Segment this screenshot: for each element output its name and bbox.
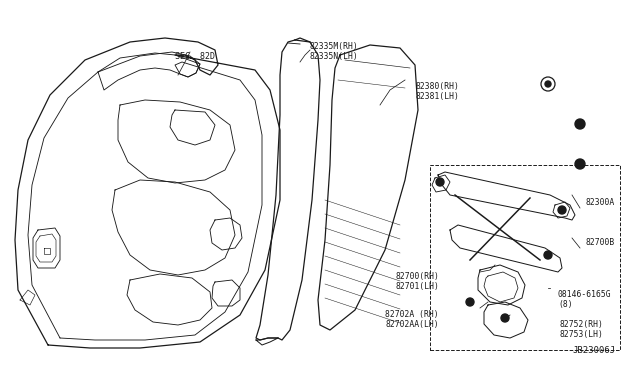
Bar [430,165,620,350]
Text: 82702A (RH)
82702AA(LH): 82702A (RH) 82702AA(LH) [385,310,438,329]
Circle shape [545,81,551,87]
Circle shape [466,298,474,306]
Circle shape [575,119,585,129]
Circle shape [501,314,509,322]
Text: 08146-6165G
(8): 08146-6165G (8) [558,290,612,310]
Text: 82380(RH)
82381(LH): 82380(RH) 82381(LH) [415,82,459,102]
Text: SEC. 82D: SEC. 82D [175,52,215,61]
Text: JB23006J: JB23006J [572,346,615,355]
Circle shape [558,206,566,214]
Text: 82752(RH)
82753(LH): 82752(RH) 82753(LH) [560,320,604,339]
Text: 82335M(RH)
82335N(LH): 82335M(RH) 82335N(LH) [310,42,359,61]
Circle shape [436,178,444,186]
Text: 82700(RH)
82701(LH): 82700(RH) 82701(LH) [395,272,439,291]
Circle shape [575,159,585,169]
Text: 82700B: 82700B [585,238,614,247]
Text: 82300A: 82300A [585,198,614,207]
Circle shape [544,251,552,259]
